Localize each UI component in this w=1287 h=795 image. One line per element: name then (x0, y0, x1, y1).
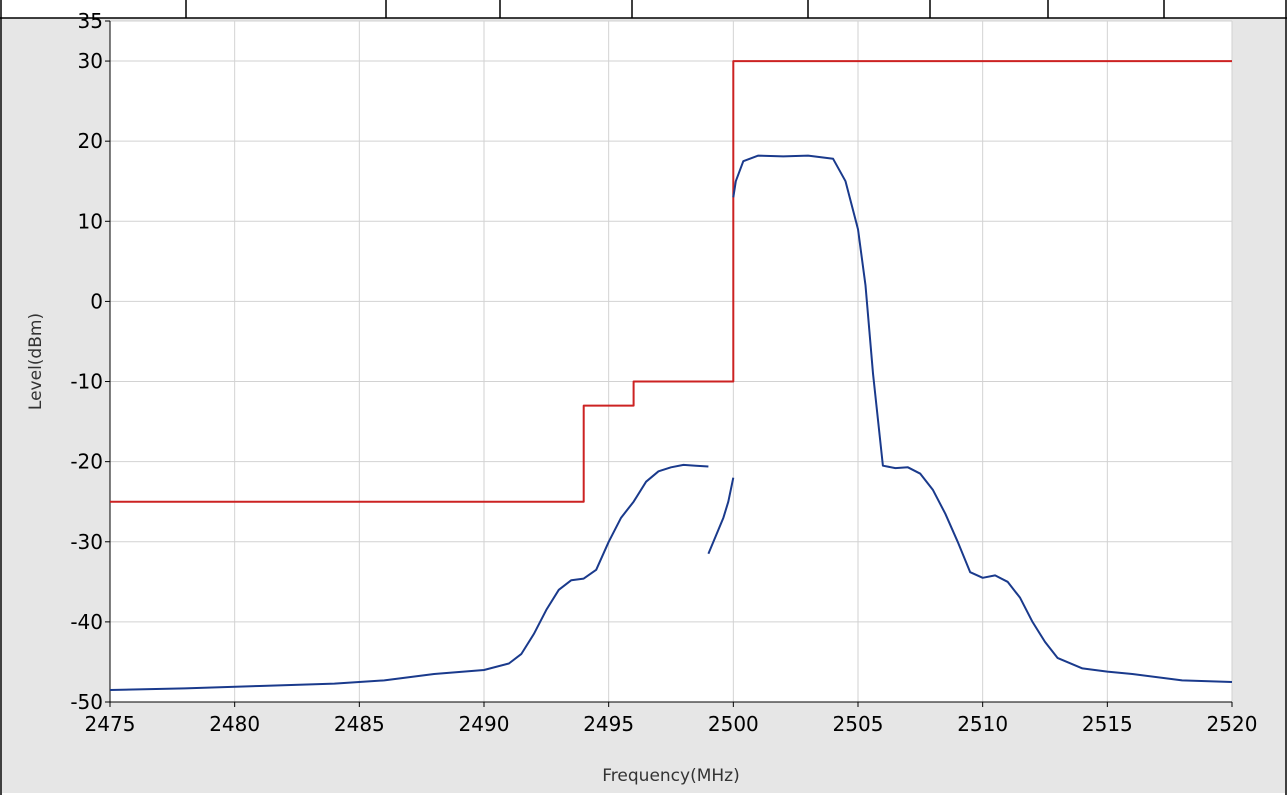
x-tick-label: 2495 (583, 712, 634, 736)
x-tick-label: 2515 (1082, 712, 1133, 736)
x-tick-labels: 2475 2480 2485 2490 2495 2500 2505 2510 2515 2520 (85, 712, 1258, 736)
series-1-line-1 (110, 60, 1232, 503)
x-tick-label: 2490 (459, 712, 510, 736)
y-tick-label: -50 (70, 690, 103, 714)
x-tick-label: 2500 (708, 712, 759, 736)
y-tick-label: -20 (70, 450, 103, 474)
y-tick-label: 35 (78, 9, 103, 33)
series-lines (109, 60, 1233, 691)
series-2-line-2 (707, 477, 735, 555)
y-tick-labels: 35 30 20 10 0 -10 -20 -30 -40 -50 (70, 9, 103, 714)
y-tick-label: 0 (90, 289, 103, 313)
y-tick-label: -40 (70, 610, 103, 634)
series-2-line-1 (109, 463, 709, 691)
y-tick-label: -10 (70, 370, 103, 394)
x-axis-title: Frequency(MHz) (602, 766, 739, 786)
y-axis-title: Level(dBm) (26, 313, 46, 410)
y-tick-label: 10 (78, 209, 103, 233)
y-tick-label: -30 (70, 530, 103, 554)
x-tick-label: 2505 (833, 712, 884, 736)
series-2-line-3 (732, 154, 1233, 683)
x-tick-label: 2475 (85, 712, 136, 736)
x-tick-label: 2480 (209, 712, 260, 736)
y-tick-label: 20 (78, 129, 103, 153)
x-tick-label: 2485 (334, 712, 385, 736)
y-tick-label: 30 (78, 49, 103, 73)
x-tick-label: 2520 (1207, 712, 1258, 736)
x-tick-label: 2510 (957, 712, 1008, 736)
plot-area (110, 21, 1232, 702)
